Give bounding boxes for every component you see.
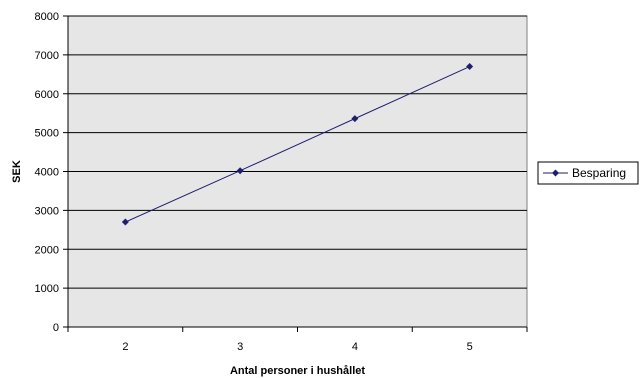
y-tick-label: 2000	[35, 244, 59, 256]
x-tick-label: 5	[467, 341, 473, 353]
data-point	[466, 63, 474, 71]
y-axis-ticks: 0 1000 2000 3000 4000 5000 6000 7000 8000	[35, 11, 68, 334]
y-tick-label: 3000	[35, 205, 59, 217]
x-axis-title: Antal personer i hushållet	[230, 365, 365, 377]
x-axis-ticks: 2 3 4 5	[67, 327, 528, 353]
x-tick-label: 2	[122, 341, 128, 353]
data-point	[236, 167, 244, 175]
legend: Besparing	[537, 161, 639, 185]
series-group	[121, 63, 474, 226]
x-tick-label: 3	[237, 341, 243, 353]
x-tick-label: 4	[352, 341, 358, 353]
data-point	[351, 115, 359, 123]
y-tick-label: 4000	[35, 167, 59, 179]
data-point	[121, 218, 129, 226]
y-tick-label: 7000	[35, 50, 59, 62]
y-tick-label: 6000	[35, 89, 59, 101]
y-tick-label: 0	[53, 322, 59, 334]
series-line	[125, 66, 470, 223]
legend-marker	[552, 169, 559, 177]
legend-label: Besparing	[572, 166, 626, 180]
y-axis-title: SEK	[11, 160, 23, 183]
y-tick-label: 8000	[35, 11, 59, 23]
y-tick-label: 1000	[35, 283, 59, 295]
gridlines	[68, 15, 527, 289]
legend-box	[537, 161, 639, 185]
y-tick-label: 5000	[35, 128, 59, 140]
